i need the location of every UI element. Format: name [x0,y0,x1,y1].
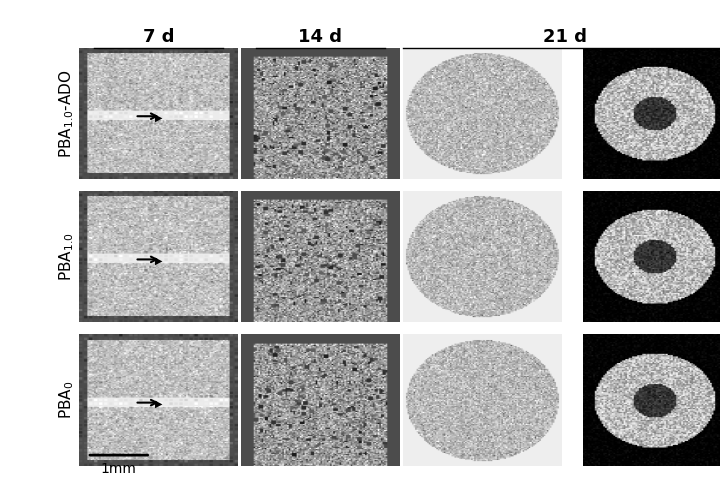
Text: 7 d: 7 d [143,27,174,46]
Text: ▶: ▶ [155,256,162,266]
Text: PBA$_{1.0}$: PBA$_{1.0}$ [57,232,76,281]
Text: 14 d: 14 d [298,27,343,46]
Text: ▶: ▶ [155,112,162,122]
Text: PBA$_0$: PBA$_0$ [57,381,76,419]
Text: 21 d: 21 d [543,27,588,46]
Text: ▶: ▶ [155,399,162,409]
Text: 1mm: 1mm [101,462,137,476]
Text: PBA$_{1.0}$-ADO: PBA$_{1.0}$-ADO [57,70,76,158]
